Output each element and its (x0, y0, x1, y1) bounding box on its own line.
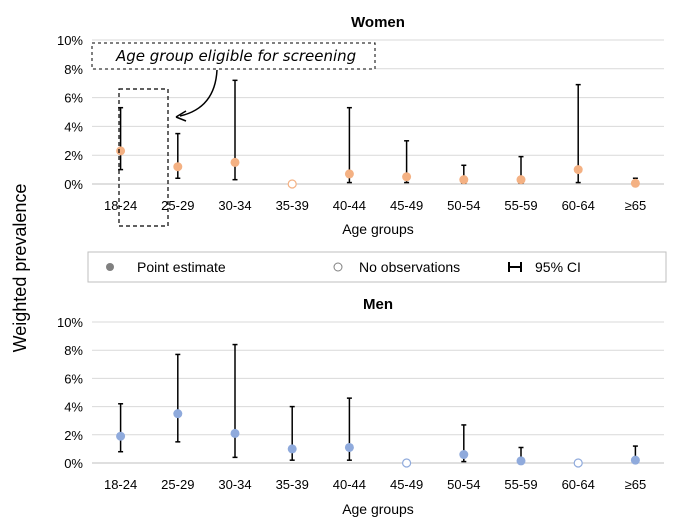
point-estimate (230, 428, 240, 438)
point-estimate (173, 162, 183, 172)
x-tick-label: 35-39 (276, 477, 309, 492)
point-estimate (630, 455, 640, 465)
x-axis-label: Age groups (342, 221, 414, 237)
y-tick-label: 10% (57, 315, 83, 330)
x-tick-label: 55-59 (504, 477, 537, 492)
legend-box (87, 251, 667, 283)
point-estimate (402, 172, 412, 182)
y-tick-label: 2% (64, 428, 83, 443)
x-axis-label: Age groups (342, 501, 414, 517)
panel-title: Men (363, 296, 393, 313)
annotation-arrow (179, 69, 218, 117)
y-tick-label: 8% (64, 343, 83, 358)
legend-noobs-label: No observations (359, 259, 460, 275)
x-tick-label: 18-24 (104, 477, 137, 492)
y-tick-label: 8% (64, 62, 83, 77)
y-tick-label: 0% (64, 456, 83, 471)
x-tick-label: 50-54 (447, 198, 480, 213)
legend-point-marker (106, 263, 114, 271)
x-tick-label: 55-59 (504, 198, 537, 213)
point-estimate (573, 165, 583, 175)
annotation-arrowhead-icon (175, 110, 187, 122)
x-tick-label: ≥65 (625, 198, 647, 213)
annotation-text: Age group eligible for screening (115, 47, 356, 65)
annotation-box (91, 42, 376, 70)
x-tick-label: 18-24 (104, 198, 137, 213)
highlight-box (118, 88, 169, 227)
point-estimate (344, 442, 354, 452)
point-estimate (230, 157, 240, 167)
point-estimate (459, 175, 469, 185)
point-estimate (344, 169, 354, 179)
men-panel: Men 0% 2% 4% 6% 8% 10% 18-24 25-29 30-34 35-39 40-4… (57, 296, 664, 517)
x-tick-label: 40-44 (333, 477, 366, 492)
point-estimate (173, 409, 183, 419)
y-tick-label: 6% (64, 371, 83, 386)
point-estimate (516, 175, 526, 185)
y-tick-label: 0% (64, 177, 83, 192)
point-estimate (287, 444, 297, 454)
y-tick-label: 6% (64, 91, 83, 106)
legend: Point estimate No observations 95% CI (87, 251, 667, 283)
x-tick-label: ≥65 (625, 477, 647, 492)
x-tick-label: 60-64 (562, 198, 595, 213)
y-axis-label: Weighted prevalence (10, 184, 30, 353)
x-tick-label: 25-29 (161, 198, 194, 213)
point-estimate (116, 146, 126, 156)
point-estimate (630, 178, 640, 188)
no-observation-marker (573, 458, 583, 468)
x-tick-label: 50-54 (447, 477, 480, 492)
no-observation-marker (402, 458, 412, 468)
legend-point-label: Point estimate (137, 259, 226, 275)
point-estimate (516, 456, 526, 466)
point-estimate (116, 431, 126, 441)
legend-noobs-marker (333, 262, 343, 272)
x-tick-label: 30-34 (218, 198, 251, 213)
y-tick-label: 2% (64, 148, 83, 163)
no-observation-marker (287, 179, 297, 189)
x-tick-label: 40-44 (333, 198, 366, 213)
legend-ci-label: 95% CI (535, 259, 581, 275)
point-estimate (459, 450, 469, 460)
panel-title: Women (351, 14, 405, 31)
x-tick-label: 35-39 (276, 198, 309, 213)
x-tick-label: 30-34 (218, 477, 251, 492)
y-tick-label: 4% (64, 400, 83, 415)
x-tick-label: 25-29 (161, 477, 194, 492)
x-tick-label: 60-64 (562, 477, 595, 492)
y-tick-label: 4% (64, 119, 83, 134)
screening-annotation: Age group eligible for screening (91, 42, 376, 227)
y-tick-label: 10% (57, 33, 83, 48)
x-tick-label: 45-49 (390, 477, 423, 492)
x-tick-label: 45-49 (390, 198, 423, 213)
